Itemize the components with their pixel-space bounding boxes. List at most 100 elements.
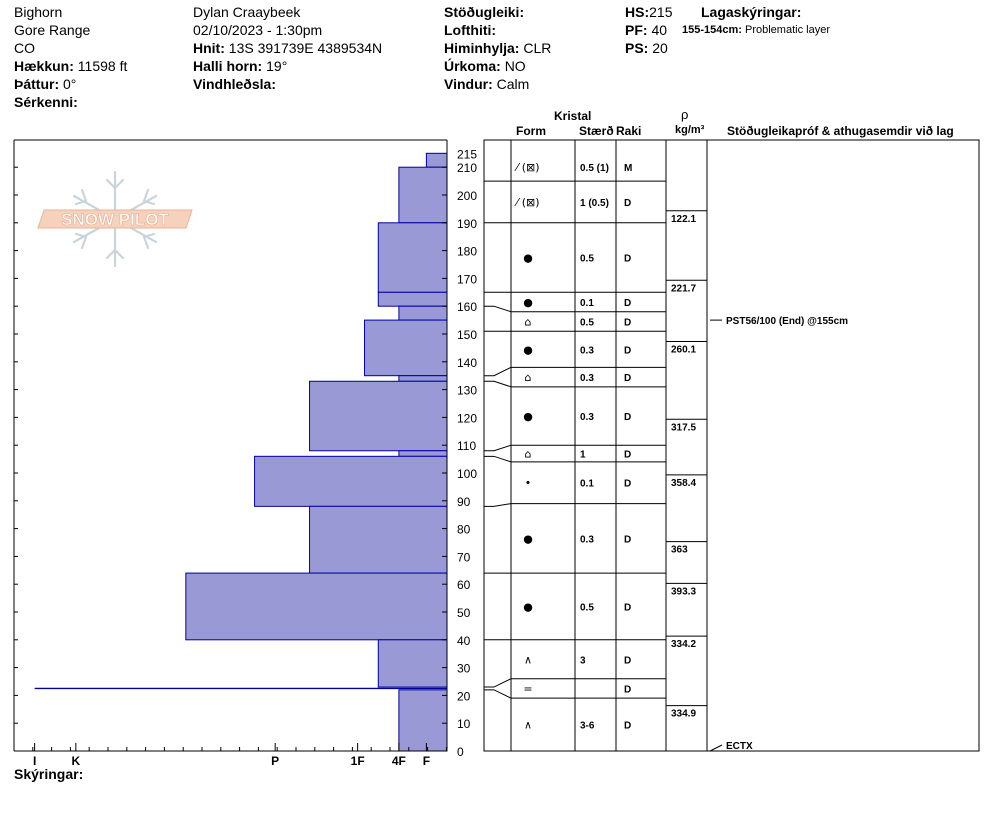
layer-connector: [484, 366, 512, 377]
density-value: 334.2: [671, 639, 696, 650]
layer-connector: [484, 689, 512, 699]
density-value: 260.1: [671, 344, 696, 355]
y-tick-label: 50: [457, 606, 471, 620]
pf-label: PF:: [625, 22, 648, 38]
x-tick-label: K: [72, 754, 81, 768]
crystal-table: ⁄ (⊠) 0.5 (1) M ⁄ (⊠) 1 (0.5) D ● 0.5 D ● 0.1 D ⌂ 0.5…: [483, 139, 980, 752]
sky-label: Himinhylja:: [444, 40, 520, 56]
rho-header: ρ: [681, 107, 689, 122]
crystal-size: 0.5: [580, 602, 594, 613]
hardness-bar: [425, 152, 448, 168]
wind: Vindur: Calm: [444, 76, 529, 92]
subrange-name: Gore Range: [14, 22, 91, 38]
ps-depth: PS: 20: [625, 40, 668, 56]
hardness-bar: [254, 455, 448, 507]
observer-name: Dylan Craaybeek: [193, 4, 301, 20]
crystal-moisture: D: [624, 450, 631, 461]
hardness-bar: [398, 450, 448, 457]
y-tick-label: 160: [457, 300, 477, 314]
layer-connector: [484, 503, 512, 507]
observation-datetime: 02/10/2023 - 1:30pm: [193, 22, 323, 38]
slope-value: 19°: [266, 58, 288, 74]
crystal-size: 0.5 (1): [580, 163, 609, 174]
hardness-layers: [34, 152, 448, 752]
hardness-bar: [364, 319, 448, 377]
crystal-moisture: D: [624, 479, 631, 490]
y-tick-label: 120: [457, 411, 477, 425]
crystal-moisture: D: [624, 254, 631, 265]
rho-unit-header: kg/m³: [675, 124, 705, 136]
hardness-bar: [398, 166, 448, 224]
crystal-size: 1 (0.5): [580, 198, 609, 209]
coords-value: 13S 391739E 4389534N: [228, 40, 383, 56]
size-header: Stærð: [579, 124, 614, 138]
state-name: CO: [14, 40, 35, 56]
table-frame: [483, 139, 980, 752]
crystal-moisture: D: [624, 721, 631, 732]
y-tick-label: 80: [457, 523, 471, 537]
crystal-form: ⁄ (⊠): [513, 196, 539, 209]
pf-depth: PF: 40: [625, 22, 667, 38]
precip-label: Úrkoma:: [444, 58, 501, 74]
slope-label: Halli horn:: [193, 58, 263, 74]
y-tick-label: 190: [457, 217, 477, 231]
y-tick-label: 20: [457, 689, 471, 703]
features-label: Sérkenni:: [14, 94, 78, 110]
crystal-moisture: M: [624, 163, 632, 174]
slope-angle: Halli horn: 19°: [193, 58, 287, 74]
crystal-form: ⌂: [525, 448, 532, 461]
crystal-size: 0.1: [580, 298, 594, 309]
crystal-moisture: D: [624, 684, 631, 695]
crystal-moisture: D: [624, 317, 631, 328]
y-tick-label: 10: [457, 717, 471, 731]
hardness-bar: [398, 375, 448, 382]
test-arrow: [709, 744, 723, 752]
density-value: 358.4: [671, 478, 696, 489]
y-tick-label: 0: [457, 745, 464, 759]
hardness-bar: [377, 639, 448, 688]
precip-value: NO: [504, 58, 526, 74]
tests-header: Stöðugleikapróf & athugasemdir við lag: [727, 124, 954, 138]
aspect: Þáttur: 0°: [14, 76, 76, 92]
crystal-header: Kristal: [554, 109, 592, 123]
form-header: Form: [516, 124, 546, 138]
moisture-header: Raki: [616, 124, 642, 138]
layer-notes-label: Lagaskýringar:: [701, 4, 802, 20]
y-tick-label: 90: [457, 495, 471, 509]
hardness-bar: [398, 689, 448, 752]
crystal-size: 0.3: [580, 412, 594, 423]
y-tick-label: 110: [457, 439, 476, 453]
y-tick-label: 100: [457, 467, 477, 481]
density-value: 122.1: [671, 214, 696, 225]
crystal-form: ∧: [524, 719, 532, 732]
crystal-moisture: D: [624, 373, 631, 384]
y-tick-label: 170: [457, 272, 477, 286]
wind-label: Vindur:: [444, 76, 493, 92]
density-value: 317.5: [671, 422, 696, 433]
elevation: Hækkun: 11598 ft: [14, 58, 127, 74]
y-tick-label: 30: [457, 662, 471, 676]
layer-connector: [484, 455, 512, 463]
ps-label: PS:: [625, 40, 649, 56]
hardness-bar: [377, 222, 448, 293]
y-tick-label: 150: [457, 328, 477, 342]
coordinates: Hnit: 13S 391739E 4389534N: [193, 40, 382, 56]
x-tick-label: I: [33, 754, 36, 768]
crystal-form: ⌂: [525, 371, 532, 384]
crystal-size: 0.1: [580, 479, 594, 490]
crystal-form: ●: [523, 532, 533, 545]
crystal-moisture: D: [624, 345, 631, 356]
crystal-form: ●: [523, 600, 533, 613]
coords-label: Hnit:: [193, 40, 225, 56]
y-tick-label: 70: [457, 550, 471, 564]
crystal-size: 0.5: [580, 254, 594, 265]
layer-note-depth: 155-154cm:: [682, 24, 742, 36]
wind-value: Calm: [496, 76, 530, 92]
crystal-form: ⌂: [525, 315, 532, 328]
crystal-moisture: D: [624, 412, 631, 423]
layer-connector: [484, 305, 512, 313]
x-tick-label: 4F: [392, 754, 406, 768]
x-tick-label: P: [271, 754, 279, 768]
legend-label: Skýringar:: [14, 766, 84, 782]
